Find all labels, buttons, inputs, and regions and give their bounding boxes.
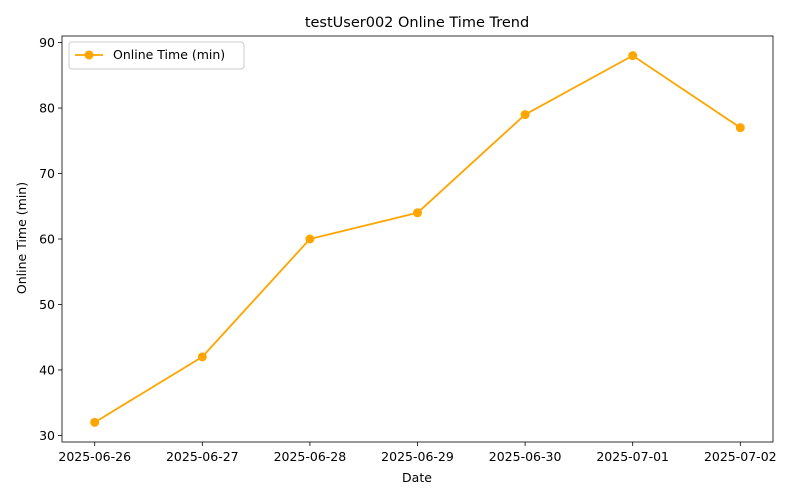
series-layer xyxy=(90,51,745,427)
x-axis-ticks: 2025-06-26 2025-06-27 2025-06-28 2025-06-29… xyxy=(58,442,777,464)
x-tick-label: 2025-07-02 xyxy=(704,449,777,464)
legend-marker-swatch xyxy=(84,50,94,60)
data-point xyxy=(305,234,315,244)
x-tick-label: 2025-06-29 xyxy=(381,449,454,464)
series-line xyxy=(94,54,741,424)
y-tick-label: 50 xyxy=(39,297,55,312)
x-tick-label: 2025-06-28 xyxy=(274,449,347,464)
y-tick-label: 90 xyxy=(39,35,55,50)
data-point xyxy=(628,51,638,61)
data-point xyxy=(735,123,745,133)
y-tick-label: 30 xyxy=(39,428,55,443)
legend-series-label: Online Time (min) xyxy=(113,47,225,62)
y-tick-label: 60 xyxy=(39,231,55,246)
plot-frame xyxy=(61,35,774,443)
y-tick-label: 80 xyxy=(39,100,55,115)
x-tick-label: 2025-06-27 xyxy=(166,449,239,464)
y-axis-ticks: 30 40 50 60 70 80 90 xyxy=(39,35,62,443)
chart-title: testUser002 Online Time Trend xyxy=(305,15,529,31)
x-axis-label: Date xyxy=(402,470,432,485)
x-tick-label: 2025-06-26 xyxy=(58,449,131,464)
data-point xyxy=(413,208,422,218)
x-tick-label: 2025-07-01 xyxy=(596,449,669,464)
data-point xyxy=(520,110,530,120)
data-point xyxy=(197,352,207,362)
x-tick-label: 2025-06-30 xyxy=(489,449,562,464)
legend-box xyxy=(68,41,245,70)
legend: Online Time (min) xyxy=(68,41,245,70)
data-point xyxy=(90,417,100,427)
y-axis-label: Online Time (min) xyxy=(14,182,29,294)
y-tick-label: 40 xyxy=(39,362,55,377)
y-tick-label: 70 xyxy=(39,166,55,181)
